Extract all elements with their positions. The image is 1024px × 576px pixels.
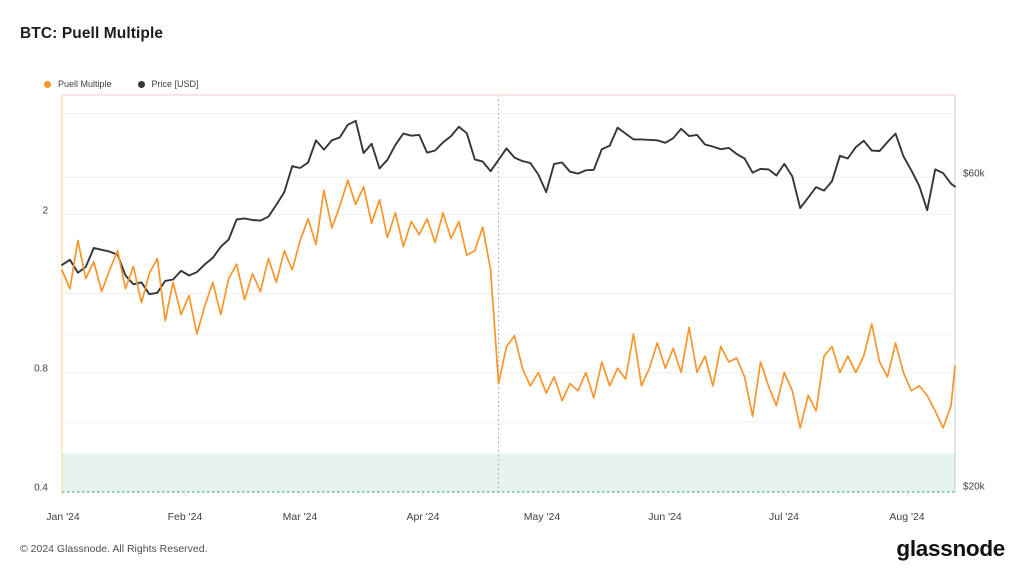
x-axis-label-apr: Apr '24 [406, 511, 440, 523]
x-axis-label-feb: Feb '24 [167, 511, 203, 523]
legend: Puell Multiple Price [USD] [44, 79, 199, 89]
puell-legend-dot-icon [44, 80, 51, 88]
legend-item-puell-multiple[interactable]: Puell Multiple [44, 79, 112, 89]
legend-label-puell: Puell Multiple [58, 79, 112, 89]
copyright-text: © 2024 Glassnode. All Rights Reserved. [20, 543, 208, 555]
puell-multiple-line [61, 179, 956, 429]
x-axis-label-jun: Jun '24 [648, 511, 682, 523]
price-legend-dot-icon [137, 80, 145, 88]
price-line [61, 119, 956, 296]
right-axis-tick-20k: $20k [963, 481, 985, 493]
left-axis-tick-0-8: 0.8 [34, 363, 48, 375]
page-title: BTC: Puell Multiple [20, 25, 164, 42]
legend-label-price: Price [USD] [151, 79, 199, 89]
x-axis-label-may: May '24 [523, 511, 561, 523]
glassnode-logo: glassnode [896, 536, 1005, 561]
x-axis-label-aug: Aug '24 [889, 511, 925, 523]
right-axis-tick-60k: $60k [963, 168, 985, 180]
legend-item-price[interactable]: Price [USD] [137, 79, 199, 89]
buy-zone-band [62, 453, 955, 492]
left-axis-tick-0-4: 0.4 [34, 482, 48, 494]
left-axis-tick-2: 2 [42, 205, 48, 217]
x-axis-label-mar: Mar '24 [282, 511, 318, 523]
x-axis-label-jan: Jan '24 [46, 511, 80, 523]
x-axis-label-jul: Jul '24 [768, 511, 800, 523]
